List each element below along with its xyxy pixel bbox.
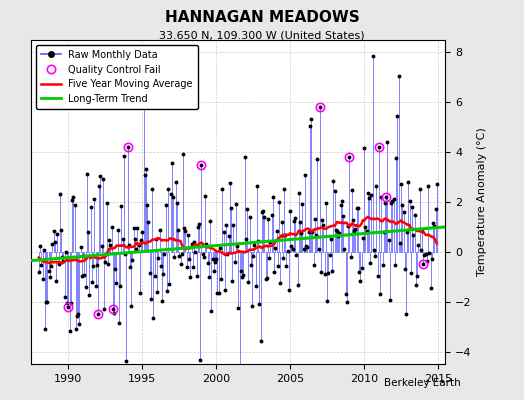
Text: Berkeley Earth: Berkeley Earth — [385, 378, 461, 388]
Text: HANNAGAN MEADOWS: HANNAGAN MEADOWS — [165, 10, 359, 25]
Legend: Raw Monthly Data, Quality Control Fail, Five Year Moving Average, Long-Term Tren: Raw Monthly Data, Quality Control Fail, … — [36, 45, 198, 109]
Y-axis label: Temperature Anomaly (°C): Temperature Anomaly (°C) — [477, 128, 487, 276]
Text: 33.650 N, 109.300 W (United States): 33.650 N, 109.300 W (United States) — [159, 30, 365, 40]
